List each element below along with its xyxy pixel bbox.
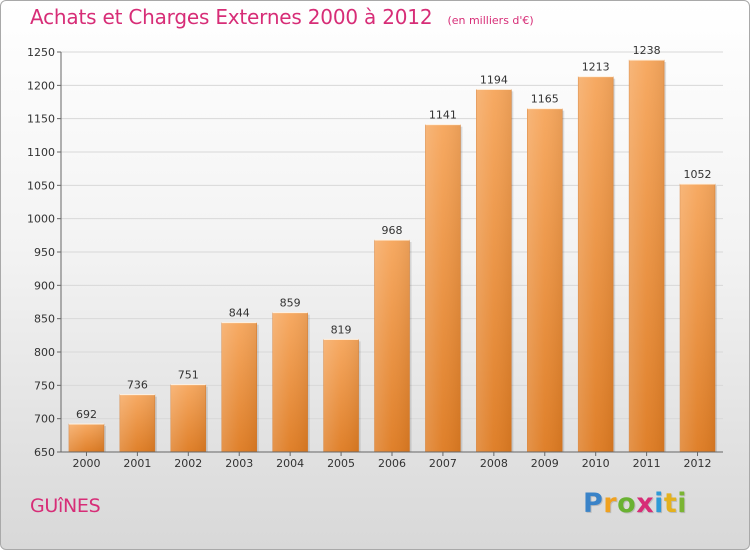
x-axis-labels: 2000 2001 2002 2003 2004 2005 2006 2007 2008 2009… bbox=[72, 457, 711, 470]
bar-highlight bbox=[170, 384, 206, 452]
bar-highlight bbox=[119, 394, 155, 452]
y-axis-tick-label: 950 bbox=[34, 246, 55, 259]
brand-letter-x: x bbox=[636, 488, 655, 519]
bar-highlight bbox=[68, 424, 104, 452]
bar-highlight bbox=[272, 312, 308, 452]
bar-highlight bbox=[476, 89, 512, 452]
x-axis-tick-label: 2005 bbox=[327, 457, 355, 470]
bar-value-label: 736 bbox=[127, 379, 148, 392]
chart-title: Achats et Charges Externes 2000 à 2012 bbox=[30, 5, 433, 29]
x-axis-tick-label: 2011 bbox=[633, 457, 661, 470]
chart-title-group: Achats et Charges Externes 2000 à 2012 (… bbox=[30, 5, 534, 29]
x-axis-tick-label: 2010 bbox=[582, 457, 610, 470]
bar-highlight bbox=[425, 124, 461, 453]
brand-letter-i: i bbox=[654, 488, 664, 519]
x-axis-tick-label: 2006 bbox=[378, 457, 406, 470]
x-axis-tick-label: 2012 bbox=[684, 457, 712, 470]
bar-value-label: 1194 bbox=[480, 73, 508, 86]
y-axis-tick-label: 750 bbox=[34, 379, 55, 392]
bar-highlight bbox=[221, 322, 257, 452]
bar-highlight bbox=[527, 108, 563, 453]
y-axis-tick-label: 1100 bbox=[27, 146, 55, 159]
chart-subtitle: (en milliers d'€) bbox=[447, 14, 534, 27]
axes bbox=[57, 51, 723, 456]
y-axis-tick-label: 700 bbox=[34, 413, 55, 426]
x-axis-tick-label: 2008 bbox=[480, 457, 508, 470]
bar-value-label: 968 bbox=[382, 224, 403, 237]
y-axis-tick-label: 900 bbox=[34, 279, 55, 292]
bar-value-label: 859 bbox=[280, 297, 301, 310]
brand-letter-t: t bbox=[663, 488, 678, 519]
bar-value-label: 751 bbox=[178, 369, 199, 382]
x-axis-tick-label: 2002 bbox=[174, 457, 202, 470]
bar-highlight bbox=[578, 76, 614, 453]
y-axis-tick-label: 1050 bbox=[27, 179, 55, 192]
bar-value-label: 1213 bbox=[582, 61, 610, 74]
bar-highlight bbox=[323, 339, 359, 452]
bar-value-label: 819 bbox=[331, 323, 352, 336]
bar-highlight bbox=[680, 184, 716, 452]
y-axis-tick-label: 1000 bbox=[27, 213, 55, 226]
y-axis-tick-label: 850 bbox=[34, 313, 55, 326]
bars bbox=[68, 59, 718, 453]
x-axis-tick-label: 2001 bbox=[123, 457, 151, 470]
bar-value-label: 844 bbox=[229, 307, 250, 320]
y-axis-tick-label: 650 bbox=[34, 446, 55, 459]
bar-value-label: 1052 bbox=[684, 168, 712, 181]
x-axis-tick-label: 2000 bbox=[72, 457, 100, 470]
y-axis-tick-label: 1150 bbox=[27, 113, 55, 126]
bar-highlight bbox=[629, 60, 665, 452]
bar-value-label: 1141 bbox=[429, 109, 457, 122]
brand-letter-p: P bbox=[583, 488, 604, 519]
x-axis-tick-label: 2007 bbox=[429, 457, 457, 470]
bar-highlight bbox=[374, 240, 410, 452]
city-name: GUîNES bbox=[30, 495, 101, 517]
y-axis-tick-label: 1200 bbox=[27, 79, 55, 92]
x-axis-tick-label: 2003 bbox=[225, 457, 253, 470]
brand-letter-i-2: i bbox=[677, 488, 688, 519]
brand-letter-o: o bbox=[617, 488, 637, 519]
brand-letter-r: r bbox=[603, 488, 618, 519]
bar-value-label: 1238 bbox=[633, 44, 661, 57]
bar-value-label: 692 bbox=[76, 408, 97, 421]
x-axis-tick-label: 2009 bbox=[531, 457, 559, 470]
y-axis-labels: 650 700 750 800 850 900 950 1000 1050 1100 1150 120… bbox=[27, 46, 55, 459]
bar-value-label: 1165 bbox=[531, 93, 559, 106]
y-axis-tick-label: 800 bbox=[34, 346, 55, 359]
x-axis-tick-label: 2004 bbox=[276, 457, 304, 470]
data-labels: 692 736 751 844 859 819 968 1141 1194 1165 1213 123… bbox=[76, 44, 712, 421]
brand-logo: Proxiti bbox=[583, 488, 687, 519]
y-axis-tick-label: 1250 bbox=[27, 46, 55, 59]
